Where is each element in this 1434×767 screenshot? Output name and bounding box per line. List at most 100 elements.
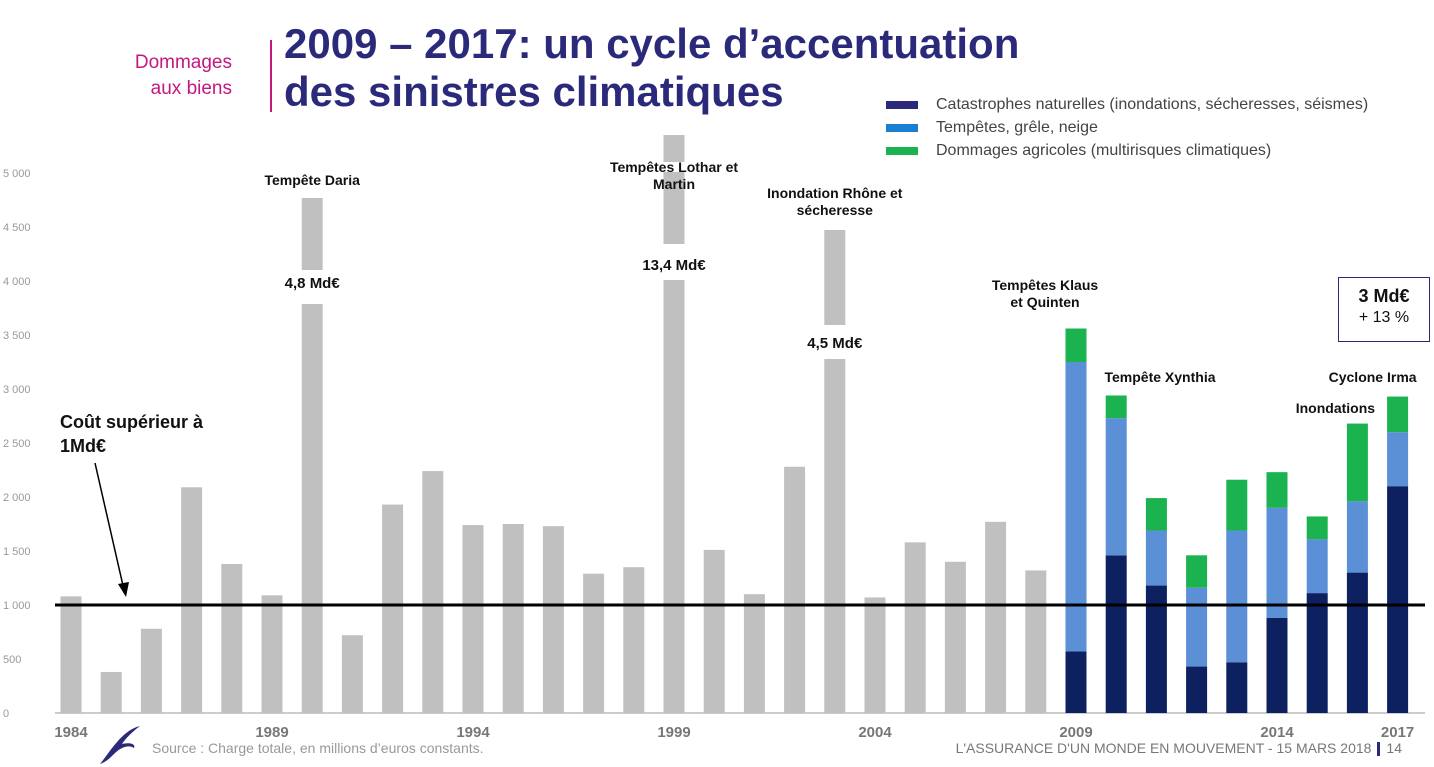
y-tick-label: 2 000 xyxy=(3,492,31,504)
bar-2009-series-1 xyxy=(1065,362,1087,652)
annotation-1990-line0: Tempête Daria xyxy=(264,172,360,188)
x-tick-label: 2009 xyxy=(1059,724,1092,741)
y-tick-label: 3 000 xyxy=(3,384,31,396)
bar-1998 xyxy=(623,567,645,713)
bar-1989 xyxy=(261,595,283,713)
bar-2009-series-0 xyxy=(1065,651,1087,713)
footer-separator xyxy=(1377,742,1381,757)
value-label-2003: 4,5 Md€ xyxy=(807,335,863,352)
bar-2009-series-2 xyxy=(1065,328,1087,362)
bar-1986 xyxy=(140,628,162,713)
x-tick-label: 1994 xyxy=(456,724,490,741)
chart-legend: Catastrophes naturelles (inondations, sé… xyxy=(886,94,1368,163)
value-label-1990: 4,8 Md€ xyxy=(285,275,341,292)
y-tick-label: 4 000 xyxy=(3,276,31,288)
section-divider xyxy=(270,40,272,112)
legend-swatch-tempetes xyxy=(886,124,918,132)
y-tick-label: 3 500 xyxy=(3,330,31,342)
bar-2010-series-2 xyxy=(1105,395,1127,419)
value-label-bg-1999 xyxy=(662,244,686,280)
bar-1985 xyxy=(100,671,122,713)
legend-label-tempetes: Tempêtes, grêle, neige xyxy=(936,119,1098,136)
value-label-bg-1990 xyxy=(300,270,324,304)
bar-1997 xyxy=(583,573,605,713)
bar-2015-series-2 xyxy=(1306,516,1328,540)
annotation-2009-line0: Tempêtes Klaus xyxy=(992,277,1099,293)
title-line2: des sinistres climatiques xyxy=(284,68,784,115)
legend-item-tempetes: Tempêtes, grêle, neige xyxy=(886,117,1368,139)
title-line1: 2009 – 2017: un cycle d’accentuation xyxy=(284,20,1020,67)
bar-2005 xyxy=(904,542,926,713)
y-tick-label: 2 500 xyxy=(3,438,31,450)
bar-2011-series-2 xyxy=(1145,498,1167,531)
legend-swatch-cat-nat xyxy=(886,101,918,109)
bar-2008 xyxy=(1025,570,1047,713)
bar-2017-series-1 xyxy=(1387,432,1409,487)
footer-event-text: L'ASSURANCE D'UN MONDE EN MOUVEMENT - 15… xyxy=(955,740,1372,756)
bar-2010-series-0 xyxy=(1105,555,1127,713)
bar-2016-series-1 xyxy=(1346,501,1368,573)
bar-2015-series-1 xyxy=(1306,539,1328,594)
y-tick-label: 1 500 xyxy=(3,546,31,558)
bar-2017-series-2 xyxy=(1387,396,1409,433)
footer-source: Source : Charge totale, en millions d’eu… xyxy=(152,740,484,756)
legend-label-cat-nat: Catastrophes naturelles (inondations, sé… xyxy=(936,96,1369,113)
value-label-1999: 13,4 Md€ xyxy=(642,257,706,274)
y-tick-label: 500 xyxy=(3,654,21,666)
annotation-2010-line0: Tempête Xynthia xyxy=(1105,369,1216,385)
bar-1984 xyxy=(60,596,82,713)
y-tick-label: 5 000 xyxy=(3,168,31,180)
bar-2017-series-0 xyxy=(1387,486,1409,713)
y-tick-label: 1 000 xyxy=(3,600,31,612)
callout-box: 3 Md€ + 13 % xyxy=(1338,277,1430,342)
bar-2013-series-1 xyxy=(1226,530,1248,663)
bar-2014-series-0 xyxy=(1266,617,1288,713)
annotation-2017-line0: Cyclone Irma xyxy=(1329,369,1417,385)
bar-2016-series-2 xyxy=(1346,423,1368,502)
x-tick-label: 1984 xyxy=(54,724,88,741)
threshold-arrow-head xyxy=(118,582,129,597)
bar-2001 xyxy=(743,594,765,713)
bar-2011-series-1 xyxy=(1145,530,1167,586)
bar-2014-series-2 xyxy=(1266,472,1288,508)
bar-1999 xyxy=(663,135,685,713)
bar-1993 xyxy=(422,471,444,713)
y-tick-label: 0 xyxy=(3,708,9,720)
annotation-2003-line1: sécheresse xyxy=(797,202,874,218)
bar-2002 xyxy=(784,466,806,713)
legend-swatch-agricole xyxy=(886,147,918,155)
bar-2013-series-2 xyxy=(1226,479,1248,531)
bar-1996 xyxy=(542,526,564,713)
axis-break-1999 xyxy=(662,162,686,172)
value-label-bg-2003 xyxy=(823,325,847,359)
bar-1988 xyxy=(221,563,243,713)
threshold-arrow xyxy=(94,462,125,591)
bar-2012-series-1 xyxy=(1186,587,1208,667)
annotation-1999-line0: Tempêtes Lothar et xyxy=(610,159,738,175)
legend-item-cat-nat: Catastrophes naturelles (inondations, sé… xyxy=(886,94,1368,116)
legend-label-agricole: Dommages agricoles (multirisques climati… xyxy=(936,142,1272,159)
section-label-line1: Dommages xyxy=(134,52,232,73)
bar-2012-series-0 xyxy=(1186,666,1208,713)
bar-2012-series-2 xyxy=(1186,555,1208,588)
x-tick-label: 1999 xyxy=(657,724,690,741)
bar-2011-series-0 xyxy=(1145,585,1167,713)
bar-2000 xyxy=(703,549,725,713)
bar-2016-series-0 xyxy=(1346,572,1368,713)
threshold-label: Coût supérieur à 1Md€ xyxy=(60,410,203,458)
annotation-1999-line1: Martin xyxy=(653,176,695,192)
section-label: Dommages aux biens xyxy=(135,50,232,102)
bar-2003 xyxy=(824,230,846,713)
annotation-2003-line0: Inondation Rhône et xyxy=(767,185,903,201)
bar-2013-series-0 xyxy=(1226,662,1248,713)
logo-icon xyxy=(100,726,140,764)
bar-1995 xyxy=(502,524,524,713)
footer-event: L'ASSURANCE D'UN MONDE EN MOUVEMENT - 15… xyxy=(955,740,1402,757)
bar-1990 xyxy=(301,198,323,713)
bar-1992 xyxy=(382,504,404,713)
threshold-label-line1: Coût supérieur à xyxy=(60,412,204,432)
bar-2014-series-1 xyxy=(1266,507,1288,618)
bar-1994 xyxy=(462,525,484,713)
annotation-2009-line1: et Quinten xyxy=(1010,294,1079,310)
